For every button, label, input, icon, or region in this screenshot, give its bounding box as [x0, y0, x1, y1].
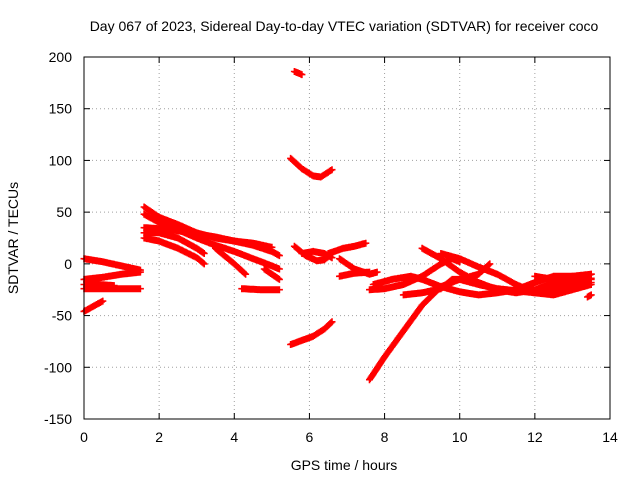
plus-markers	[336, 268, 373, 280]
plus-markers	[140, 224, 283, 260]
y-tick-label: 100	[49, 152, 73, 168]
chart-title: Day 067 of 2023, Sidereal Day-to-day VTE…	[90, 18, 599, 34]
series-track-14	[290, 68, 306, 79]
plus-markers	[140, 229, 208, 257]
plus-markers	[140, 234, 208, 268]
y-tick-label: -50	[52, 308, 72, 324]
plot-frame	[83, 56, 611, 420]
axis-ticks: 0 2 4 6 8 10 12 14 -150 -100 -50 0 50 100 150 200	[44, 49, 618, 445]
plus-markers	[290, 68, 306, 79]
series-track-29	[550, 270, 595, 291]
y-axis-label: SDTVAR / TECUs	[5, 182, 21, 294]
series-track-02	[80, 268, 144, 283]
series-track-16	[287, 318, 336, 348]
x-tick-label: 4	[230, 429, 238, 445]
x-tick-label: 2	[155, 429, 163, 445]
plus-markers	[437, 250, 595, 299]
series-track-08	[140, 224, 283, 260]
plus-markers	[287, 154, 336, 181]
series-track-30	[584, 291, 595, 301]
plus-markers	[550, 270, 595, 291]
grid-lines	[84, 57, 610, 419]
plus-markers	[212, 244, 250, 278]
plus-markers	[324, 239, 370, 257]
y-tick-label: 50	[56, 204, 72, 220]
series-track-10	[140, 234, 208, 268]
series-track-13	[260, 265, 283, 283]
series-track-21	[336, 268, 373, 280]
series-track-09	[140, 229, 208, 257]
series-track-15	[287, 154, 336, 181]
series-track-11	[212, 244, 250, 278]
x-tick-label: 10	[452, 429, 468, 445]
series-track-04	[80, 285, 144, 293]
plus-markers	[80, 285, 144, 293]
x-tick-label: 12	[527, 429, 543, 445]
y-tick-label: -150	[44, 411, 72, 427]
x-tick-label: 14	[602, 429, 618, 445]
y-tick-label: 200	[49, 49, 73, 65]
plus-markers	[80, 268, 144, 283]
x-tick-label: 0	[80, 429, 88, 445]
series-track-12	[238, 285, 283, 294]
series-track-19	[324, 239, 370, 257]
y-tick-label: -100	[44, 359, 72, 375]
plus-markers	[260, 265, 283, 283]
plus-markers	[584, 291, 595, 301]
y-tick-label: 150	[49, 101, 73, 117]
plus-markers	[238, 285, 283, 294]
x-tick-label: 8	[381, 429, 389, 445]
x-axis-label: GPS time / hours	[291, 457, 398, 473]
series-track-27	[437, 250, 595, 299]
plus-markers	[287, 318, 336, 348]
data-points	[80, 68, 595, 384]
x-tick-label: 6	[306, 429, 314, 445]
y-tick-label: 0	[64, 256, 72, 272]
